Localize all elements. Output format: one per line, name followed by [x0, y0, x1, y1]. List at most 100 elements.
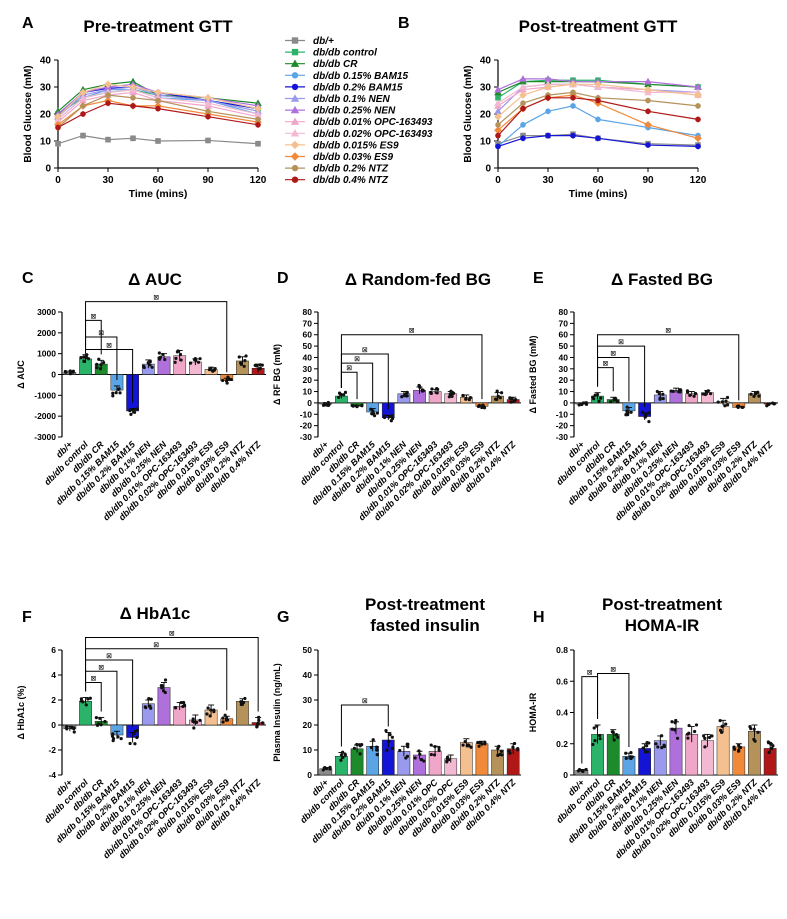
data-point	[520, 135, 526, 142]
data-dot	[352, 746, 357, 750]
data-dot	[629, 756, 633, 761]
data-dot	[339, 758, 343, 762]
data-dot	[161, 352, 165, 357]
data-dot	[612, 397, 616, 402]
data-dot	[593, 393, 597, 397]
x-tick-label: 30	[102, 175, 114, 186]
data-dot	[390, 746, 395, 751]
data-dot	[148, 359, 152, 364]
data-dot	[725, 395, 730, 400]
data-point	[595, 97, 601, 104]
data-dot	[209, 366, 213, 370]
data-dot	[188, 361, 193, 365]
data-point	[204, 94, 212, 102]
data-dot	[343, 752, 347, 756]
data-dot	[592, 726, 596, 730]
panel-letter-f: F	[22, 609, 32, 626]
y-tick-label: 30	[303, 695, 313, 705]
y-tick-label: 70	[303, 318, 313, 328]
y-tick-label: 10	[559, 387, 569, 397]
significance-bracket	[85, 659, 134, 727]
data-dot	[257, 718, 261, 722]
y-tick-label: 30	[559, 364, 569, 374]
data-dot	[461, 393, 465, 398]
y-tick-label: 40	[303, 670, 313, 680]
panel-letters: A B C D E F G H	[22, 15, 545, 626]
data-dot	[133, 729, 137, 733]
data-point	[494, 85, 502, 93]
data-dot	[753, 739, 757, 743]
data-point	[495, 122, 501, 128]
data-dot	[111, 391, 115, 395]
data-dot	[599, 396, 603, 400]
legend-label: db/db 0.01% OPC-163493	[313, 117, 433, 128]
data-point	[105, 100, 111, 106]
data-dot	[223, 713, 227, 717]
data-dot	[766, 402, 771, 407]
data-dot	[476, 404, 481, 409]
data-dot	[99, 723, 103, 727]
data-dot	[94, 716, 98, 720]
data-dot	[737, 748, 741, 752]
significance-mark: ⊠	[362, 347, 368, 354]
x-tick-label: 120	[690, 175, 707, 186]
legend-marker	[290, 129, 300, 137]
data-dot	[732, 745, 736, 749]
y-tick-label: 40	[559, 352, 569, 362]
data-dot	[433, 745, 437, 749]
legend-label: db/db CR	[313, 59, 358, 70]
data-dot	[694, 723, 699, 727]
data-dot	[647, 741, 651, 745]
y-tick-label: 4	[51, 670, 56, 680]
y-tick-label: 20	[303, 720, 313, 730]
y-tick-label: 0.8	[556, 645, 568, 655]
data-dot	[463, 740, 467, 744]
significance-mark: ⊠	[98, 330, 104, 337]
data-dot	[82, 355, 86, 359]
series-12	[55, 100, 261, 131]
data-dot	[239, 700, 243, 704]
data-dot	[609, 400, 613, 404]
series-11	[55, 92, 261, 131]
legend-item: db/db 0.03% ES9	[285, 152, 393, 163]
legend-item: db/db 0.015% ES9	[285, 140, 399, 151]
data-dot	[692, 394, 696, 398]
significance-mark: ⊠	[602, 361, 608, 368]
bar-chart-g: Post-treatment fasted insulin 0 10 20 30 40 50 P…	[272, 595, 521, 845]
data-dot	[111, 394, 115, 398]
data-dot	[461, 743, 465, 747]
data-dot	[738, 745, 743, 750]
data-dot	[144, 706, 148, 710]
data-dot	[324, 403, 328, 407]
data-dot	[375, 411, 379, 415]
data-dot	[129, 408, 133, 412]
data-dot	[413, 756, 417, 760]
data-dot	[99, 363, 103, 367]
legend-item: db/db control	[285, 48, 377, 59]
data-point	[595, 116, 601, 123]
data-dot	[111, 739, 115, 743]
legend-label: db/db 0.1% NEN	[313, 94, 390, 105]
data-dot	[688, 393, 692, 397]
data-point	[695, 116, 701, 123]
data-dot	[661, 396, 665, 401]
data-dot	[598, 737, 602, 741]
data-dot	[175, 350, 179, 354]
y-tick-label: 30	[40, 83, 52, 94]
data-dot	[770, 746, 774, 750]
data-dot	[258, 363, 262, 367]
y-tick-label: 0.6	[556, 676, 568, 686]
legend-marker	[290, 117, 300, 125]
data-dot	[192, 357, 197, 362]
data-dot	[614, 732, 619, 737]
data-dot	[173, 706, 178, 710]
data-point	[80, 111, 86, 117]
data-point	[255, 122, 261, 128]
y-tick-label: 50	[559, 341, 569, 351]
data-dot	[725, 403, 730, 407]
data-point	[545, 95, 551, 101]
data-dot	[212, 710, 216, 714]
data-dot	[81, 700, 85, 704]
legend-label: db/db 0.15% BAM15	[313, 71, 408, 82]
legend-item: db/db 0.4% NTZ	[285, 175, 389, 186]
